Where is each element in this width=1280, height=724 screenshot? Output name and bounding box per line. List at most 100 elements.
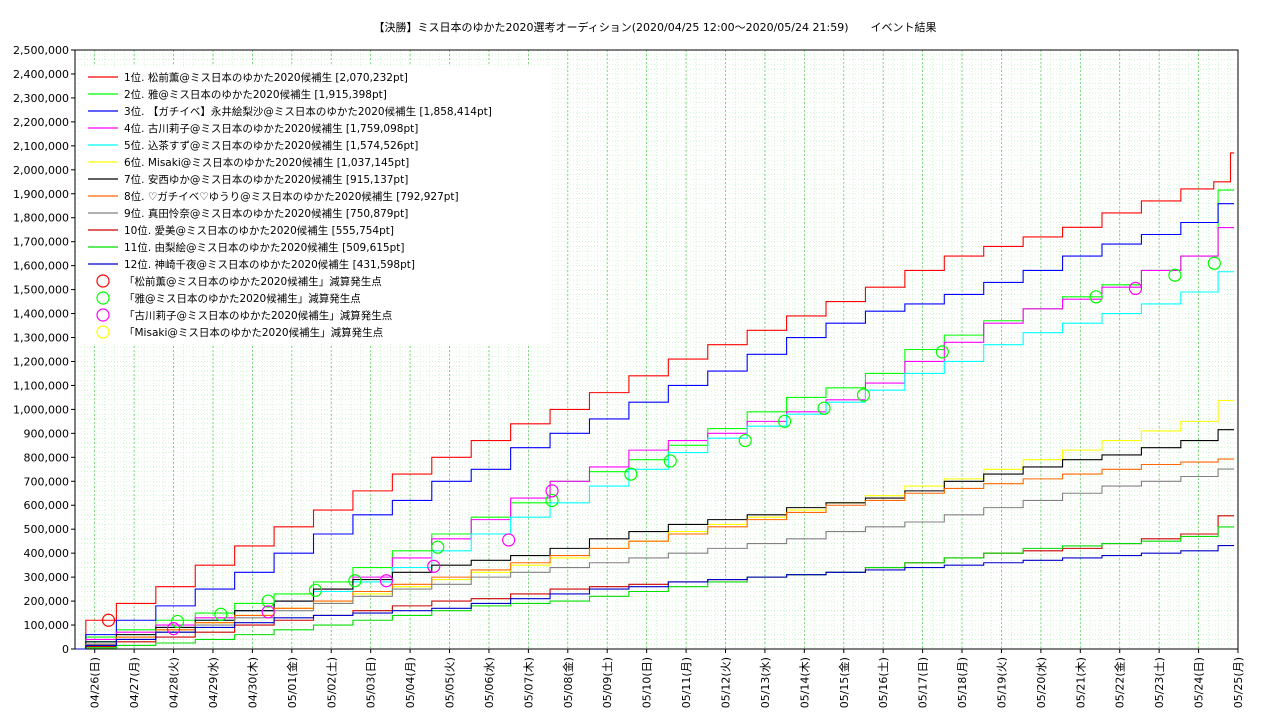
legend-marker-label-4: 「Misaki@ミス日本のゆかた2020候補生」減算発生点 [124,326,383,339]
series-line-8 [75,458,1235,650]
y-tick-label: 1,000,000 [13,403,69,416]
x-tick-label: 05/11(月) [680,657,693,708]
y-tick-label: 2,400,000 [13,68,69,81]
penalty-marker-2 [1207,256,1221,270]
penalty-markers [101,256,1221,636]
x-tick-label: 05/14(木) [798,657,811,708]
y-tick-label: 2,200,000 [13,116,69,129]
penalty-marker-3 [379,574,394,588]
x-tick-label: 04/28(火) [168,657,181,708]
x-tick-label: 05/04(月) [404,657,417,708]
legend-label-9: 9位. 真田怜奈@ミス日本のゆかた2020候補生 [750,879pt] [124,207,408,220]
axes: 0 100,000 200,000 300,000 400,000 500,000 600,… [13,44,1245,708]
penalty-marker-2 [778,414,792,428]
x-tick-label: 05/08(金) [561,657,575,708]
chart-title: 【決勝】ミス日本のゆかた2020選考オーディション(2020/04/25 12:… [374,20,937,34]
penalty-marker-2 [1168,268,1182,282]
legend-label-10: 10位. 愛美@ミス日本のゆかた2020候補生 [555,754pt] [124,224,394,237]
y-tick-label: 1,200,000 [13,355,69,368]
legend-background [80,66,550,344]
legend-label-7: 7位. 安西ゆか@ミス日本のゆかた2020候補生 [915,137pt] [124,173,408,186]
x-tick-label: 05/02(土) [325,657,338,708]
x-tick-label: 05/16(土) [877,657,890,708]
penalty-marker-2 [624,467,638,481]
series-line-3 [75,203,1235,650]
penalty-marker-3 [166,622,181,636]
legend-marker-swatch-2 [96,291,110,305]
y-tick-label: 0 [62,643,69,656]
series-line-12 [75,545,1235,650]
y-tick-label: 1,800,000 [13,212,69,225]
y-tick-label: 100,000 [24,619,70,632]
x-tick-label: 04/29(水) [207,657,220,708]
legend-label-4: 4位. 古川莉子@ミス日本のゆかた2020候補生 [1,759,098pt] [124,122,418,135]
legend-label-1: 1位. 松前薫@ミス日本のゆかた2020候補生 [2,070,232pt] [124,71,408,84]
y-tick-label: 600,000 [24,499,70,512]
series-line-9 [75,468,1235,650]
penalty-marker-2 [856,388,871,402]
series-lines [75,152,1235,650]
penalty-marker-2 [817,401,831,415]
legend-marker-label-3: 「古川莉子@ミス日本のゆかた2020候補生」減算発生点 [124,309,392,322]
x-tick-label: 05/24(日) [1193,657,1206,708]
plot-frame [74,49,1239,650]
legend-marker-swatch-4 [96,325,110,339]
y-tick-label: 300,000 [24,571,70,584]
x-tick-label: 05/03(日) [365,657,378,708]
y-tick-label: 2,000,000 [13,164,69,177]
y-tick-label: 2,500,000 [13,44,69,57]
legend-marker-swatch-3 [96,308,110,322]
series-line-11 [75,526,1235,650]
x-tick-label: 05/05(火) [444,657,457,708]
legend-label-5: 5位. 込茶すず@ミス日本のゆかた2020候補生 [1,574,526pt] [124,139,418,152]
y-tick-label: 500,000 [24,523,70,536]
legend-label-3: 3位. 【ガチイベ】永井絵梨沙@ミス日本のゆかた2020候補生 [1,858,4… [124,105,492,118]
penalty-marker-1 [101,613,116,627]
x-tick-label: 05/20(水) [1035,657,1048,708]
legend: 1位. 松前薫@ミス日本のゆかた2020候補生 [2,070,232pt] 2位.… [80,66,550,344]
penalty-marker-2 [1089,290,1103,304]
series-line-6 [75,399,1235,650]
y-tick-label: 800,000 [24,451,70,464]
penalty-marker-2 [545,493,559,508]
x-tick-label: 05/10(日) [641,657,654,708]
x-tick-label: 05/23(土) [1153,657,1166,708]
x-tick-label: 04/26(日) [89,657,102,708]
legend-label-11: 11位. 由梨絵@ミス日本のゆかた2020候補生 [509,615pt] [124,241,405,254]
legend-label-8: 8位. ♡ガチイベ♡ゆうり@ミス日本のゆかた2020候補生 [792,927pt… [124,190,459,203]
penalty-marker-2 [738,433,752,448]
x-tick-label: 05/19(火) [995,657,1008,708]
x-tick-label: 05/22(金) [1113,657,1127,708]
x-tick-label: 05/25(月) [1232,657,1245,708]
penalty-marker-3 [261,605,275,619]
y-tick-label: 2,300,000 [13,92,69,105]
y-tick-label: 1,500,000 [13,284,69,297]
series-line-7 [75,429,1235,650]
x-tick-label: 05/15(金) [837,657,851,708]
grid [74,49,1239,650]
y-tick-label: 1,900,000 [13,188,69,201]
y-tick-label: 1,700,000 [13,236,69,249]
y-tick-label: 2,100,000 [13,140,69,153]
series-line-10 [75,515,1235,650]
y-tick-label: 700,000 [24,475,70,488]
y-tick-label: 1,400,000 [13,308,69,321]
y-tick-label: 900,000 [24,427,70,440]
y-tick-label: 1,300,000 [13,332,69,345]
penalty-marker-3 [1128,281,1143,296]
x-tick-label: 05/12(火) [719,657,732,708]
y-tick-label: 1,100,000 [13,379,69,392]
penalty-marker-2 [308,583,323,597]
penalty-marker-2 [348,574,362,588]
legend-label-6: 6位. Misaki@ミス日本のゆかた2020候補生 [1,037,145pt] [124,156,409,169]
x-tick-label: 05/06(水) [483,657,496,708]
penalty-marker-2 [170,614,185,629]
y-tick-label: 400,000 [24,547,70,560]
penalty-marker-3 [502,533,516,547]
y-tick-label: 200,000 [24,595,70,608]
penalty-marker-2 [261,594,275,608]
legend-label-2: 2位. 雅@ミス日本のゆかた2020候補生 [1,915,398pt] [124,88,387,101]
penalty-marker-2 [431,540,445,554]
